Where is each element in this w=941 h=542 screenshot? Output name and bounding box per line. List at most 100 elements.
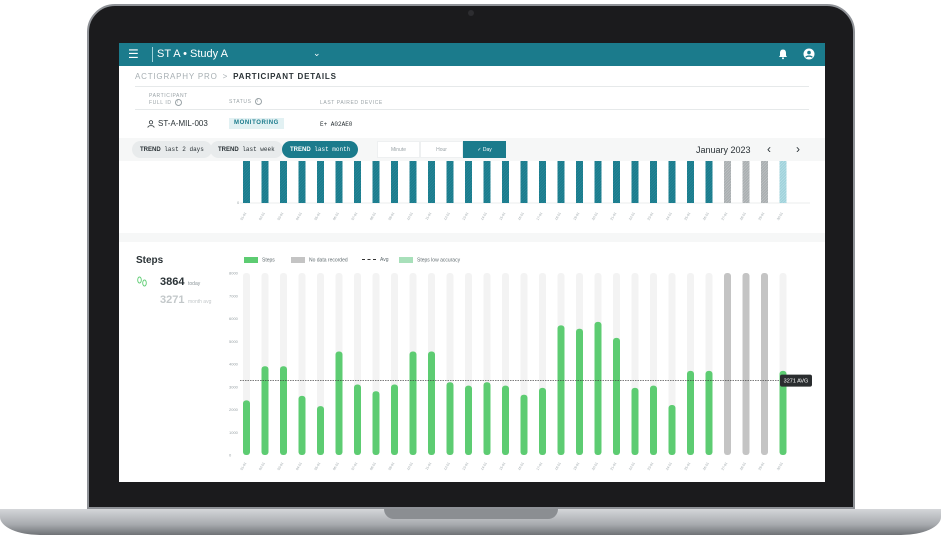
trend-chip-label: TREND <box>140 147 161 153</box>
x-axis-tick: 25-01 <box>684 461 692 471</box>
activity-bar[interactable] <box>742 161 750 203</box>
activity-bar[interactable] <box>446 161 454 203</box>
steps-bar[interactable] <box>446 382 454 455</box>
activity-bar[interactable] <box>298 161 306 203</box>
activity-bar[interactable] <box>668 161 676 203</box>
activity-bar[interactable] <box>687 161 694 203</box>
steps-bar[interactable] <box>724 273 731 455</box>
steps-bar[interactable] <box>335 351 343 455</box>
account-icon[interactable] <box>803 48 815 60</box>
info-icon[interactable]: i <box>174 99 182 106</box>
status-badge: MONITORING <box>229 118 284 129</box>
granularity-minute[interactable]: Minute <box>377 141 420 158</box>
activity-bar[interactable] <box>594 161 602 203</box>
steps-bar[interactable] <box>261 366 269 455</box>
steps-bar[interactable] <box>520 394 528 455</box>
activity-bar[interactable] <box>354 161 361 203</box>
activity-bar[interactable] <box>465 161 472 203</box>
activity-bar[interactable] <box>243 161 250 203</box>
trend-chip-week[interactable]: TREND last week <box>210 141 283 158</box>
x-axis-tick: 27-01 <box>721 461 729 471</box>
device-label: LAST PAIRED DEVICE <box>320 100 383 106</box>
steps-bar[interactable] <box>576 328 583 455</box>
steps-bar[interactable] <box>742 273 750 455</box>
steps-bar[interactable] <box>594 321 602 455</box>
hamburger-menu-icon[interactable]: ☰ <box>128 47 139 61</box>
info-icon[interactable]: i <box>254 98 262 105</box>
x-axis-tick: 21-01 <box>610 211 618 221</box>
granularity-day[interactable]: ✓ Day <box>463 141 506 158</box>
activity-bar[interactable] <box>576 161 583 203</box>
activity-bar[interactable] <box>335 161 343 203</box>
steps-bar[interactable] <box>428 351 435 455</box>
steps-bar[interactable] <box>354 384 361 455</box>
activity-bar[interactable] <box>372 161 380 203</box>
activity-bar[interactable] <box>779 161 787 203</box>
next-month-button[interactable]: › <box>796 142 800 156</box>
activity-bar[interactable] <box>317 161 324 203</box>
activity-bar[interactable] <box>724 161 731 203</box>
steps-bar[interactable] <box>502 385 509 455</box>
steps-bar[interactable] <box>650 385 657 455</box>
activity-bar[interactable] <box>261 161 269 203</box>
activity-bar[interactable] <box>502 161 509 203</box>
trend-chip-month[interactable]: TREND last month <box>282 141 359 158</box>
steps-bar[interactable] <box>409 351 417 455</box>
x-axis-tick: 10-01 <box>406 461 414 471</box>
trend-chip-2-days[interactable]: TREND last 2 days <box>132 141 212 158</box>
activity-bar[interactable] <box>631 161 639 203</box>
x-axis-tick: 28-01 <box>739 461 747 471</box>
steps-bar[interactable] <box>631 387 639 455</box>
steps-bar[interactable] <box>465 385 472 455</box>
x-axis-tick: 30-01 <box>776 211 784 221</box>
activity-bar[interactable] <box>705 161 713 203</box>
previous-month-button[interactable]: ‹ <box>767 142 771 156</box>
bell-icon[interactable] <box>777 48 789 60</box>
steps-bar[interactable] <box>761 273 768 455</box>
steps-bar[interactable] <box>613 337 620 455</box>
activity-bar[interactable] <box>539 161 546 203</box>
chevron-down-icon[interactable]: ⌄ <box>313 48 321 58</box>
steps-bar[interactable] <box>280 366 287 455</box>
footprints-icon <box>137 276 147 287</box>
steps-bar[interactable] <box>687 370 694 455</box>
activity-bar[interactable] <box>428 161 435 203</box>
x-axis-tick: 04-01 <box>295 461 303 471</box>
steps-bar[interactable] <box>705 370 713 455</box>
y-axis-tick: 8000 <box>229 271 239 276</box>
x-axis-tick: 13-01 <box>462 461 470 471</box>
activity-bar[interactable] <box>483 161 491 203</box>
steps-bar[interactable] <box>391 384 398 455</box>
steps-bar[interactable] <box>483 382 491 455</box>
x-axis-tick: 22-01 <box>628 211 636 221</box>
activity-bar[interactable] <box>761 161 768 203</box>
steps-bar[interactable] <box>779 370 787 455</box>
steps-bar[interactable] <box>243 400 250 455</box>
steps-bar[interactable] <box>557 325 565 455</box>
x-axis-tick: 07-01 <box>351 461 359 471</box>
activity-bar[interactable] <box>557 161 565 203</box>
steps-bar[interactable] <box>668 404 676 455</box>
breadcrumb-root[interactable]: ACTIGRAPHY PRO <box>135 72 218 81</box>
activity-bar[interactable] <box>280 161 287 203</box>
steps-bar[interactable] <box>298 395 306 455</box>
status-label: STATUS i <box>229 98 262 105</box>
x-axis-tick: 26-01 <box>702 461 710 471</box>
legend-no-data: No data recorded <box>291 257 348 263</box>
steps-bar[interactable] <box>372 391 380 455</box>
steps-bar[interactable] <box>539 387 546 455</box>
activity-bar[interactable] <box>650 161 657 203</box>
activity-bar[interactable] <box>409 161 417 203</box>
x-axis-tick: 18-01 <box>554 211 562 221</box>
x-axis-tick: 26-01 <box>702 211 710 221</box>
study-selector[interactable]: ST A • Study A <box>157 48 228 60</box>
steps-bar[interactable] <box>317 406 324 455</box>
activity-bar[interactable] <box>391 161 398 203</box>
x-axis-tick: 19-01 <box>573 211 581 221</box>
x-axis-tick: 13-01 <box>462 211 470 221</box>
activity-bar[interactable] <box>520 161 528 203</box>
granularity-hour[interactable]: Hour <box>420 141 463 158</box>
x-axis-tick: 20-01 <box>591 461 599 471</box>
breadcrumb-current: PARTICIPANT DETAILS <box>233 72 337 81</box>
activity-bar[interactable] <box>613 161 620 203</box>
